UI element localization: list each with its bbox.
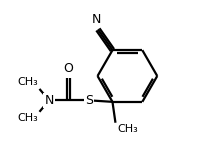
Text: N: N [92, 13, 101, 26]
Text: O: O [64, 62, 73, 75]
Text: S: S [85, 94, 93, 107]
Text: CH₃: CH₃ [17, 77, 38, 87]
Text: CH₃: CH₃ [17, 113, 38, 123]
Text: CH₃: CH₃ [117, 124, 138, 134]
Text: N: N [44, 94, 54, 107]
